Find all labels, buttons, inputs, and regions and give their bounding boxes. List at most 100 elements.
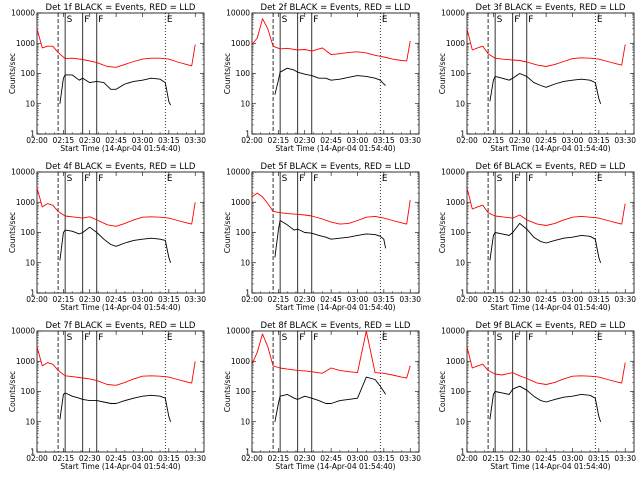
y-tick-label: 1000 <box>446 39 465 48</box>
event-marker-s: S <box>497 333 503 343</box>
panel-6: Det 6f BLACK = Events, RED = LLD 1 10 100 10… <box>438 162 636 312</box>
event-marker-e: E <box>382 333 388 343</box>
event-marker-e: E <box>597 174 603 184</box>
panel-title: Det 3f BLACK = Events, RED = LLD <box>476 3 626 13</box>
x-tick-label: 03:30 <box>184 295 206 304</box>
lld-series-line <box>467 187 626 226</box>
plot-frame <box>36 12 205 135</box>
y-tick-label: 1 <box>245 130 250 139</box>
x-tick-label: 02:00 <box>26 136 48 145</box>
y-tick-label: 10000 <box>11 327 35 336</box>
y-tick-label: 100 <box>21 228 36 237</box>
y-tick-label: 1000 <box>231 357 250 366</box>
x-tick-label: 03:00 <box>347 454 369 463</box>
x-tick-label: 02:45 <box>105 295 127 304</box>
x-tick-label: 03:15 <box>373 295 395 304</box>
y-tick-label: 10000 <box>11 9 35 18</box>
plot-frame <box>36 330 205 453</box>
event-marker-f: F <box>84 333 89 343</box>
x-tick-label: 02:00 <box>241 295 263 304</box>
event-marker-f: F <box>299 333 304 343</box>
x-tick-label: 02:45 <box>320 295 342 304</box>
y-tick-label: 10000 <box>441 327 465 336</box>
x-tick-label: 03:00 <box>347 295 369 304</box>
x-axis-title: Start Time (14-Apr-04 01:54:40) <box>490 462 610 471</box>
x-tick-label: 02:00 <box>456 454 478 463</box>
panel-title: Det 2f BLACK = Events, RED = LLD <box>261 3 411 13</box>
y-tick-label: 10 <box>25 417 35 426</box>
event-marker-s: S <box>497 15 503 25</box>
panel-title: Det 1f BLACK = Events, RED = LLD <box>46 3 196 13</box>
x-tick-label: 02:45 <box>105 136 127 145</box>
x-tick-label: 03:15 <box>158 295 180 304</box>
y-tick-label: 100 <box>236 228 251 237</box>
x-tick-label: 03:30 <box>399 454 421 463</box>
event-marker-f: F <box>98 174 103 184</box>
x-tick-label: 03:15 <box>158 136 180 145</box>
event-marker-f: F <box>528 15 533 25</box>
y-tick-label: 10000 <box>11 168 35 177</box>
events-series-line <box>489 73 602 104</box>
x-tick-label: 03:00 <box>562 454 584 463</box>
event-marker-e: E <box>597 15 603 25</box>
x-tick-label: 02:15 <box>483 454 505 463</box>
x-tick-label: 03:15 <box>588 295 610 304</box>
event-marker-f: F <box>299 15 304 25</box>
event-marker-f: F <box>514 15 519 25</box>
y-axis-title: Counts/sec <box>8 371 17 412</box>
y-tick-label: 10000 <box>226 9 250 18</box>
event-marker-f: F <box>84 174 89 184</box>
y-tick-label: 1 <box>245 289 250 298</box>
x-tick-label: 03:15 <box>158 454 180 463</box>
y-tick-label: 1 <box>460 130 465 139</box>
y-tick-label: 1 <box>30 130 35 139</box>
x-tick-label: 02:15 <box>53 136 75 145</box>
y-tick-label: 10 <box>25 258 35 267</box>
x-tick-label: 03:30 <box>614 136 636 145</box>
x-tick-label: 02:45 <box>535 136 557 145</box>
y-axis-title: Counts/sec <box>8 212 17 253</box>
y-axis-title: Counts/sec <box>223 53 232 94</box>
x-tick-label: 02:45 <box>320 454 342 463</box>
y-tick-label: 10000 <box>441 9 465 18</box>
y-axis-title: Counts/sec <box>438 371 447 412</box>
y-tick-label: 1000 <box>16 357 35 366</box>
events-series-line <box>489 222 602 263</box>
plot-frame <box>466 171 635 294</box>
x-tick-label: 03:15 <box>588 454 610 463</box>
y-tick-label: 1 <box>30 289 35 298</box>
panel-title: Det 8f BLACK = Events, RED = LLD <box>261 321 411 331</box>
x-tick-label: 03:00 <box>562 295 584 304</box>
x-tick-label: 02:00 <box>241 454 263 463</box>
y-tick-label: 10 <box>240 417 250 426</box>
y-tick-label: 100 <box>21 69 36 78</box>
events-series-line <box>489 385 602 422</box>
plot-frame <box>251 330 420 453</box>
x-tick-label: 02:45 <box>535 454 557 463</box>
event-marker-e: E <box>382 15 388 25</box>
panel-title: Det 6f BLACK = Events, RED = LLD <box>476 162 626 172</box>
x-tick-label: 02:15 <box>483 136 505 145</box>
events-series-line <box>59 74 172 106</box>
lld-series-line <box>37 187 196 227</box>
y-tick-label: 1 <box>30 448 35 457</box>
x-axis-title: Start Time (14-Apr-04 01:54:40) <box>60 462 180 471</box>
x-tick-label: 02:30 <box>79 454 101 463</box>
x-tick-label: 02:15 <box>268 295 290 304</box>
x-tick-label: 02:30 <box>509 454 531 463</box>
panel-9: Det 9f BLACK = Events, RED = LLD 1 10 100 10… <box>438 321 636 471</box>
x-axis-title: Start Time (14-Apr-04 01:54:40) <box>275 462 395 471</box>
x-tick-label: 03:00 <box>562 136 584 145</box>
panel-2: Det 2f BLACK = Events, RED = LLD 1 10 100 10… <box>223 3 421 153</box>
x-tick-label: 03:15 <box>373 454 395 463</box>
x-tick-label: 02:45 <box>320 136 342 145</box>
panel-title: Det 4f BLACK = Events, RED = LLD <box>46 162 196 172</box>
y-tick-label: 1000 <box>231 39 250 48</box>
series-group <box>37 187 196 263</box>
y-tick-label: 1000 <box>16 39 35 48</box>
x-tick-label: 03:30 <box>399 136 421 145</box>
x-tick-label: 02:30 <box>79 295 101 304</box>
events-series-line <box>59 226 172 263</box>
event-marker-f: F <box>84 15 89 25</box>
